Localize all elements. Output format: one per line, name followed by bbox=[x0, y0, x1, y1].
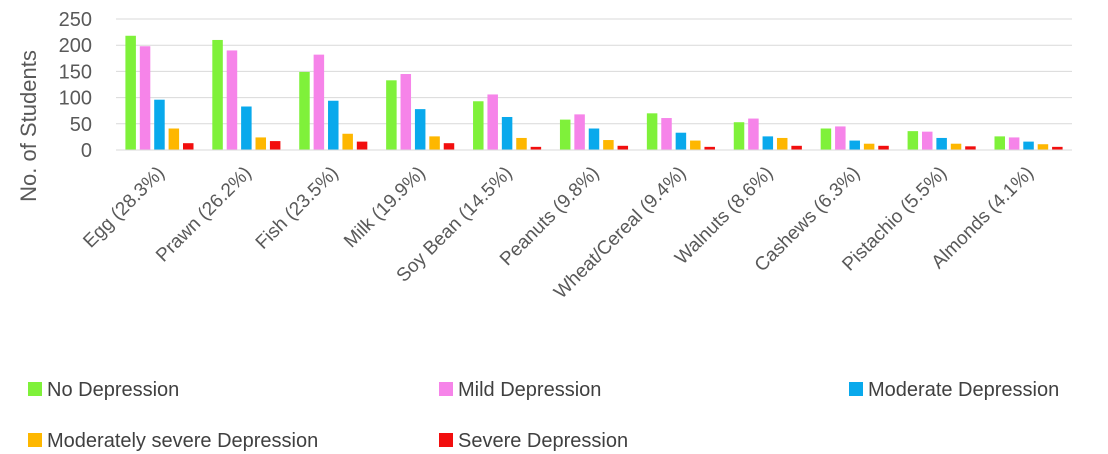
legend-label: Moderate Depression bbox=[868, 379, 1059, 401]
bar bbox=[588, 128, 600, 150]
bar bbox=[661, 118, 672, 150]
bar bbox=[241, 106, 252, 150]
bar bbox=[704, 146, 715, 150]
bar bbox=[125, 35, 136, 150]
x-category-label: Egg (28.3%) bbox=[79, 163, 169, 253]
x-axis-category-labels: Egg (28.3%)Prawn (26.2%)Fish (23.5%)Milk… bbox=[79, 163, 1038, 303]
legend-item: Moderately severe Depression bbox=[28, 430, 318, 452]
bar bbox=[921, 131, 933, 150]
y-tick-label: 150 bbox=[59, 61, 92, 83]
bar bbox=[994, 136, 1005, 150]
legend-swatch bbox=[439, 433, 453, 447]
legend-swatch bbox=[849, 382, 863, 396]
legend-swatch bbox=[28, 382, 42, 396]
legend: No Depression Mild Depression Moderate Dep… bbox=[28, 379, 1059, 452]
y-axis-ticks: 0 50 100 150 200 250 bbox=[59, 9, 92, 162]
bar bbox=[501, 116, 513, 150]
bar bbox=[835, 126, 846, 150]
bar bbox=[748, 118, 759, 150]
bar bbox=[1023, 141, 1034, 150]
bar bbox=[690, 140, 701, 150]
y-tick-label: 50 bbox=[70, 114, 92, 136]
bar bbox=[313, 54, 325, 150]
bar bbox=[1008, 137, 1020, 150]
legend-swatch bbox=[439, 382, 453, 396]
bar bbox=[414, 109, 426, 150]
bar bbox=[429, 136, 440, 150]
bar bbox=[791, 145, 802, 150]
bar bbox=[617, 145, 629, 150]
bar bbox=[574, 114, 585, 150]
bar bbox=[776, 137, 788, 150]
bar bbox=[516, 137, 527, 150]
bar bbox=[299, 71, 310, 150]
bar bbox=[603, 140, 614, 150]
bar bbox=[473, 101, 484, 150]
bar bbox=[1037, 144, 1049, 150]
bar bbox=[559, 119, 571, 150]
legend-label: Mild Depression bbox=[458, 379, 601, 401]
legend-swatch bbox=[28, 433, 42, 447]
bars bbox=[125, 35, 1063, 150]
bar bbox=[863, 143, 875, 150]
bar bbox=[965, 146, 976, 150]
bar bbox=[443, 143, 455, 150]
bar bbox=[530, 146, 542, 150]
bar bbox=[733, 122, 745, 150]
bar bbox=[386, 80, 397, 150]
y-tick-label: 250 bbox=[59, 9, 92, 31]
bar bbox=[269, 141, 281, 150]
y-axis-label: No. of Students bbox=[16, 50, 41, 202]
bar bbox=[154, 99, 165, 150]
y-tick-label: 200 bbox=[59, 35, 92, 57]
legend-item: No Depression bbox=[28, 379, 179, 401]
bar bbox=[878, 145, 889, 150]
bar bbox=[1052, 146, 1063, 150]
bar bbox=[255, 137, 267, 150]
bar bbox=[400, 74, 412, 150]
bar bbox=[936, 137, 947, 150]
bar bbox=[342, 133, 353, 150]
y-tick-label: 100 bbox=[59, 88, 92, 110]
bar bbox=[849, 140, 860, 150]
x-category-label: Fish (23.5%) bbox=[252, 163, 343, 254]
legend-label: Moderately severe Depression bbox=[47, 430, 318, 452]
bar bbox=[328, 100, 339, 150]
bar bbox=[212, 39, 223, 150]
bar bbox=[139, 46, 151, 150]
legend-item: Severe Depression bbox=[439, 430, 628, 452]
bar bbox=[762, 136, 774, 150]
legend-item: Mild Depression bbox=[439, 379, 601, 401]
bar bbox=[226, 50, 238, 150]
bar bbox=[356, 141, 368, 150]
bar bbox=[487, 94, 498, 150]
bar bbox=[820, 128, 832, 150]
legend-label: No Depression bbox=[47, 379, 179, 401]
legend-item: Moderate Depression bbox=[849, 379, 1059, 401]
bar bbox=[183, 143, 194, 150]
legend-label: Severe Depression bbox=[458, 430, 628, 452]
bar bbox=[907, 131, 919, 150]
bar bbox=[675, 132, 687, 150]
bar bbox=[950, 143, 962, 150]
x-category-label: Milk (19.9%) bbox=[340, 163, 430, 253]
y-tick-label: 0 bbox=[81, 140, 92, 162]
bar bbox=[646, 113, 658, 150]
bar bbox=[168, 128, 180, 150]
